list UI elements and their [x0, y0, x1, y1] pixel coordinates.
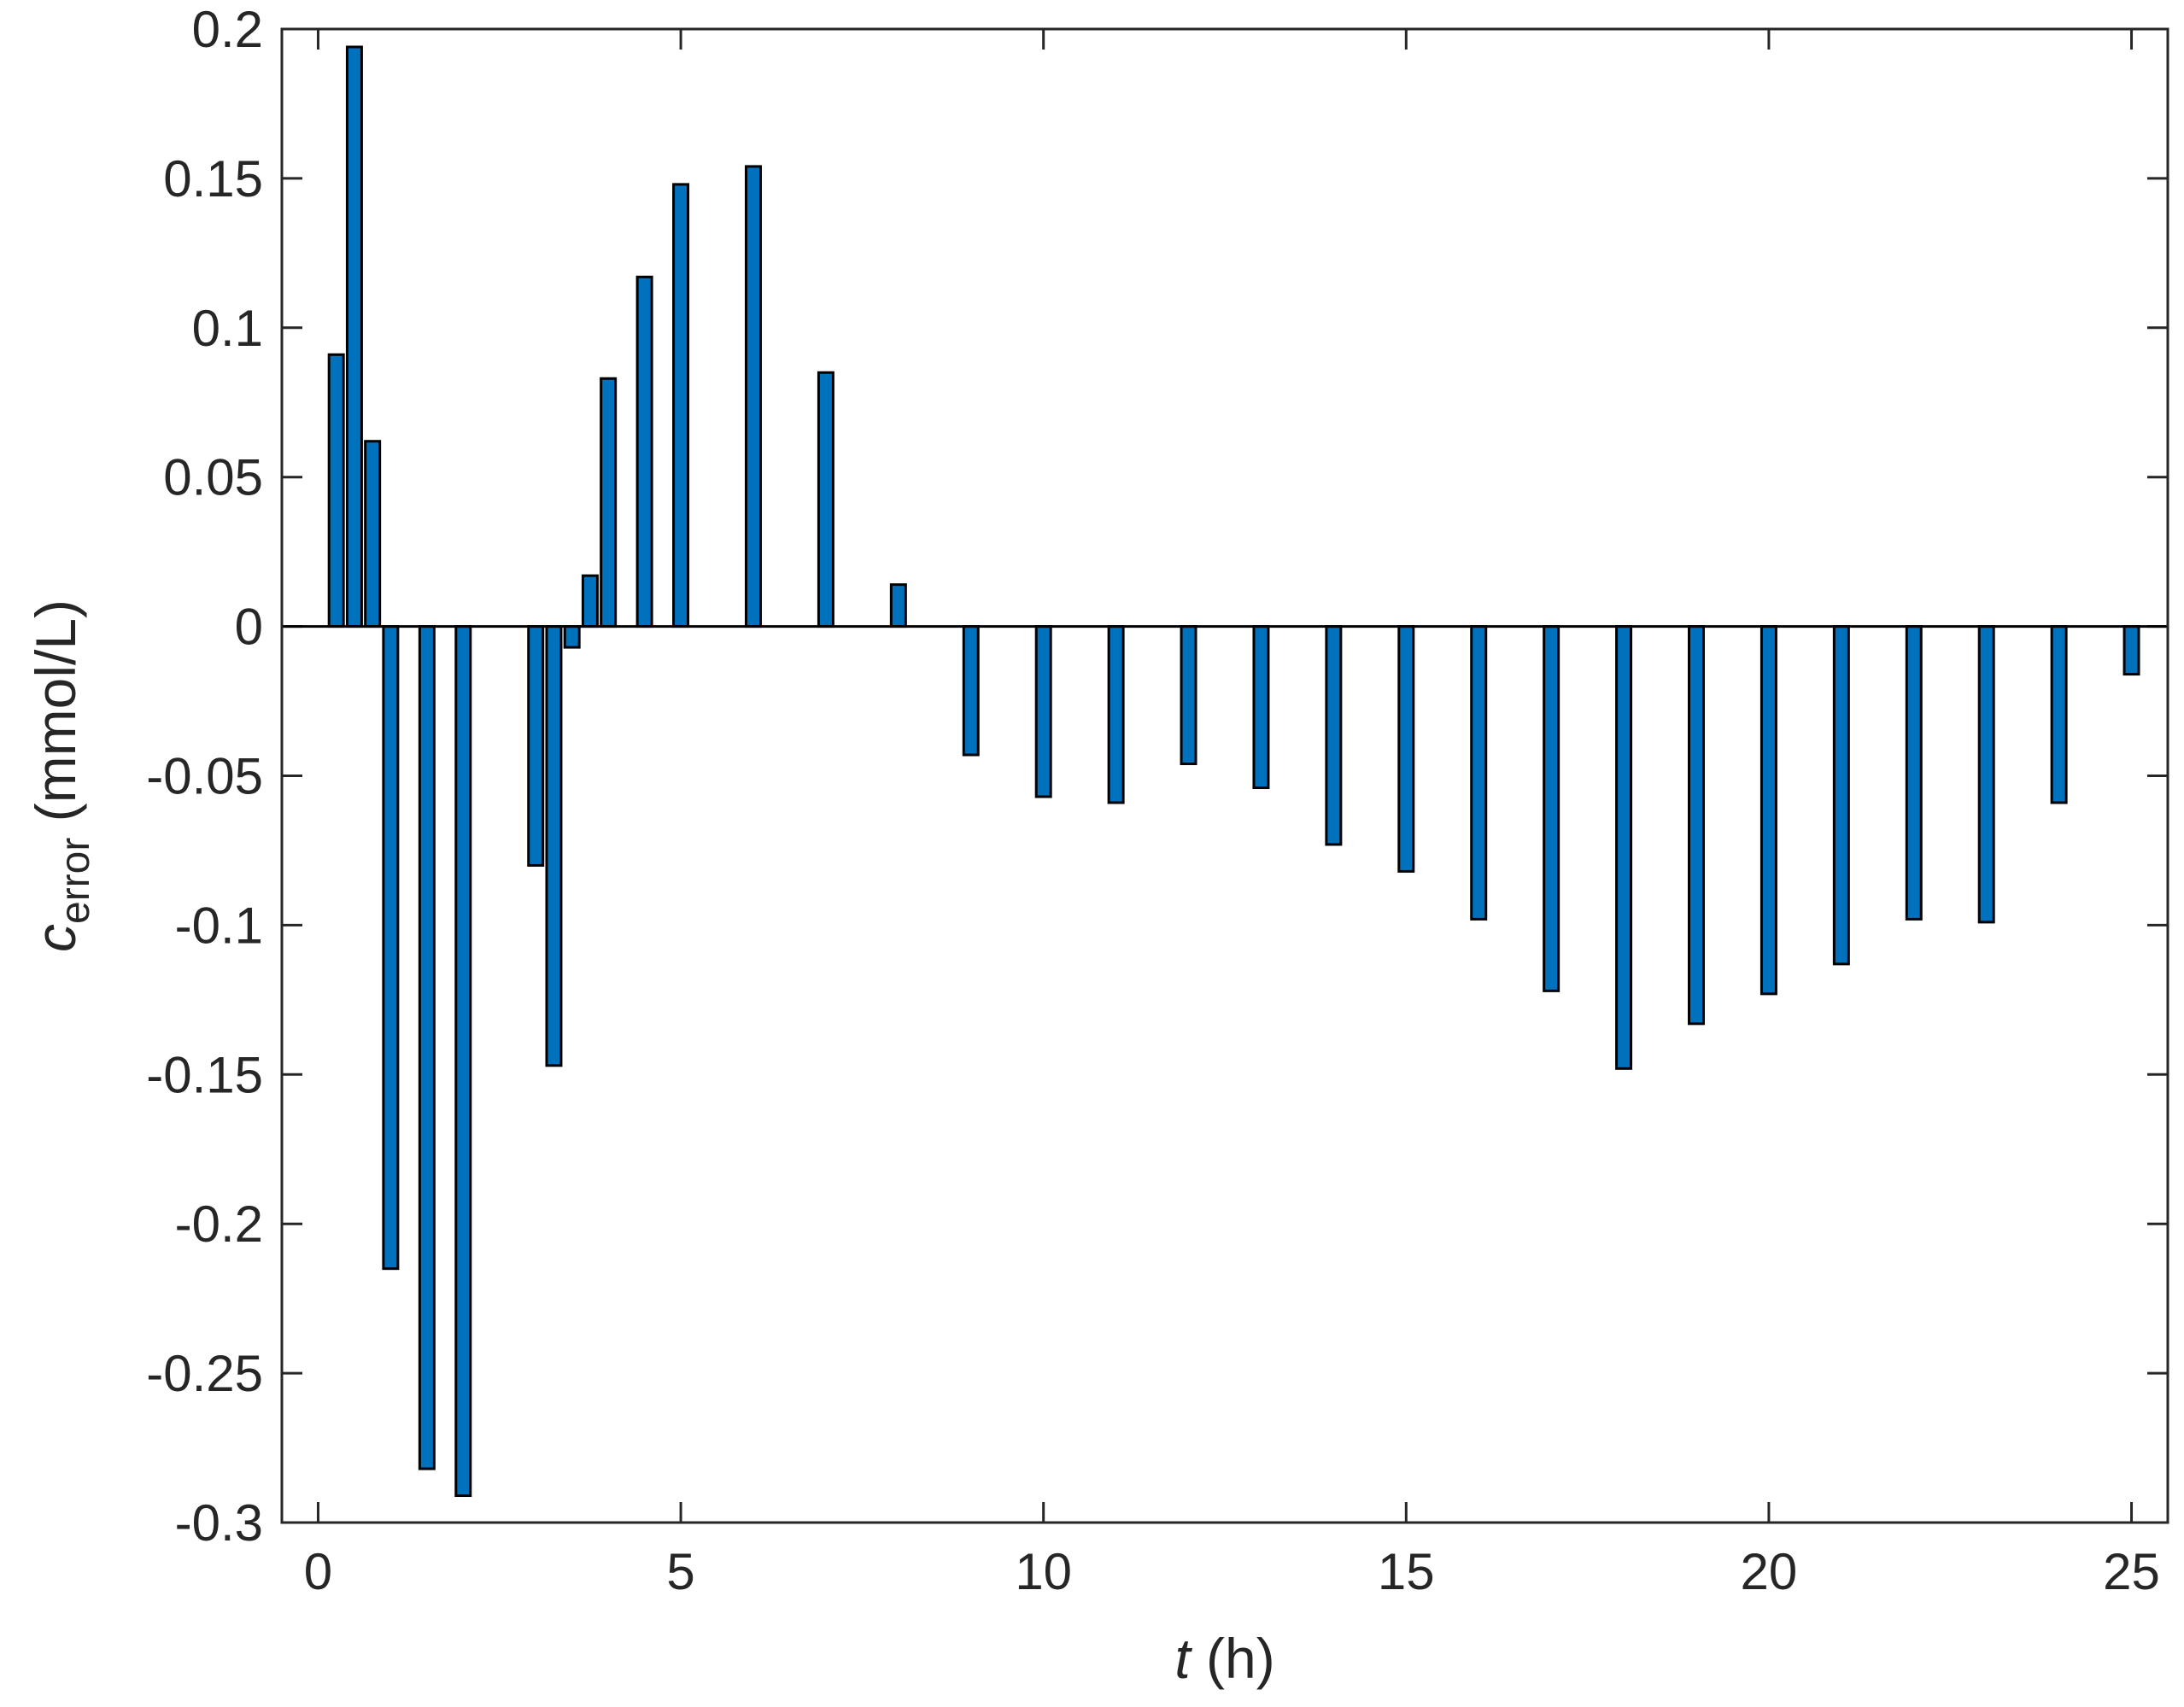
- y-axis-subscript: error: [53, 838, 98, 924]
- bar-0: [327, 353, 345, 628]
- bar-5: [454, 625, 472, 1498]
- bar-13: [745, 165, 762, 628]
- bar-14: [817, 371, 834, 628]
- bar-3: [382, 625, 400, 1271]
- bar-16: [962, 625, 980, 757]
- x-tick-label-0: 0: [304, 1543, 332, 1600]
- y-tick-label-8: -0.2: [175, 1195, 263, 1253]
- bar-23: [1470, 625, 1488, 921]
- bar-25: [1615, 625, 1633, 1070]
- bar-9: [581, 574, 599, 628]
- y-tick-label-9: -0.25: [146, 1345, 263, 1402]
- x-axis-label: t (h): [1174, 1627, 1274, 1690]
- bar-26: [1688, 625, 1705, 1026]
- bar-4: [418, 625, 436, 1470]
- bar-10: [600, 377, 618, 628]
- y-tick-label-4: 0: [235, 599, 263, 656]
- x-axis-unit: (h): [1191, 1627, 1275, 1690]
- x-tick-label-1: 5: [666, 1543, 694, 1600]
- y-ticks-group: 0.2 0.15 0.1 0.05 0 -0.05 -0.1 -0.15 -0.2 -0.25 -0…: [146, 1, 2168, 1552]
- y-tick-label-3: 0.05: [163, 449, 263, 506]
- bar-32: [2123, 625, 2140, 676]
- bar-2: [364, 440, 382, 628]
- bar-12: [672, 183, 690, 628]
- bar-27: [1759, 625, 1777, 996]
- bar-17: [1034, 625, 1052, 798]
- bar-18: [1107, 625, 1125, 804]
- x-tick-label-3: 15: [1378, 1543, 1435, 1600]
- bar-24: [1543, 625, 1560, 992]
- bar-29: [1905, 625, 1923, 921]
- bar-20: [1252, 625, 1270, 789]
- y-tick-label-6: -0.1: [175, 897, 263, 954]
- bar-19: [1180, 625, 1197, 766]
- y-tick-label-5: -0.05: [146, 748, 263, 805]
- y-tick-label-10: -0.3: [175, 1494, 263, 1552]
- x-tick-label-2: 10: [1015, 1543, 1072, 1600]
- x-ticks-group: 0 5 10 15 20 25: [304, 29, 2160, 1600]
- x-tick-label-4: 20: [1741, 1543, 1798, 1600]
- bar-30: [1977, 625, 1995, 924]
- x-axis-variable: t: [1174, 1627, 1192, 1690]
- bar-6: [527, 625, 545, 867]
- y-tick-label-2: 0.1: [192, 300, 263, 357]
- bar-31: [2050, 625, 2068, 804]
- y-axis-variable: c: [24, 924, 87, 952]
- bar-21: [1325, 625, 1343, 846]
- bar-28: [1832, 625, 1850, 966]
- bar-22: [1397, 625, 1415, 873]
- bar-8: [563, 625, 581, 649]
- bar-11: [635, 275, 653, 628]
- bar-1: [345, 45, 363, 628]
- y-axis-label: cerror (mmol/L): [24, 599, 98, 952]
- axes-box: [280, 27, 2169, 1524]
- y-tick-label-1: 0.15: [163, 150, 263, 208]
- bar-15: [889, 583, 907, 628]
- y-tick-label-0: 0.2: [192, 1, 263, 58]
- y-axis-unit: (mmol/L): [24, 599, 87, 838]
- x-tick-label-5: 25: [2103, 1543, 2160, 1600]
- y-tick-label-7: -0.15: [146, 1046, 263, 1103]
- bar-7: [545, 625, 563, 1067]
